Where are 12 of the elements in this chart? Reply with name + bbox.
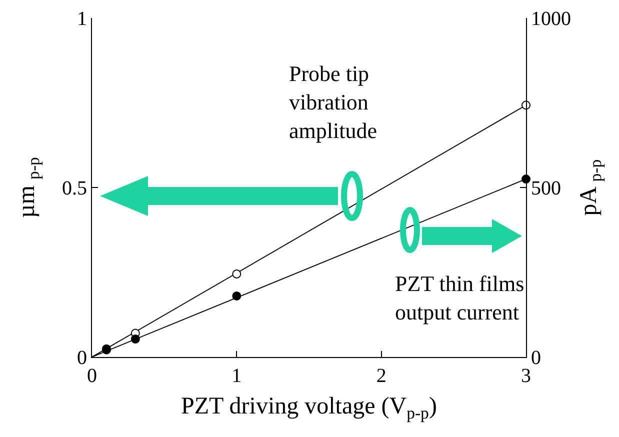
y2-tick-label: 500 — [531, 178, 561, 200]
y-tick-label: 0.5 — [62, 178, 87, 200]
y-tick-label: 0 — [77, 347, 87, 369]
x-axis-title: PZT driving voltage (V$_{p-p}$) — [181, 393, 437, 422]
x-tick-label: 1 — [232, 365, 242, 387]
annotation: Probe tip vibration amplitude — [289, 61, 377, 144]
x-tick-label: 2 — [376, 365, 386, 387]
y2-tick-label: 0 — [531, 347, 541, 369]
annotation: PZT thin films output current — [395, 271, 524, 325]
x-tick-label: 3 — [521, 365, 531, 387]
y2-tick-label: 1000 — [531, 8, 571, 30]
y-tick-label: 1 — [77, 8, 87, 30]
